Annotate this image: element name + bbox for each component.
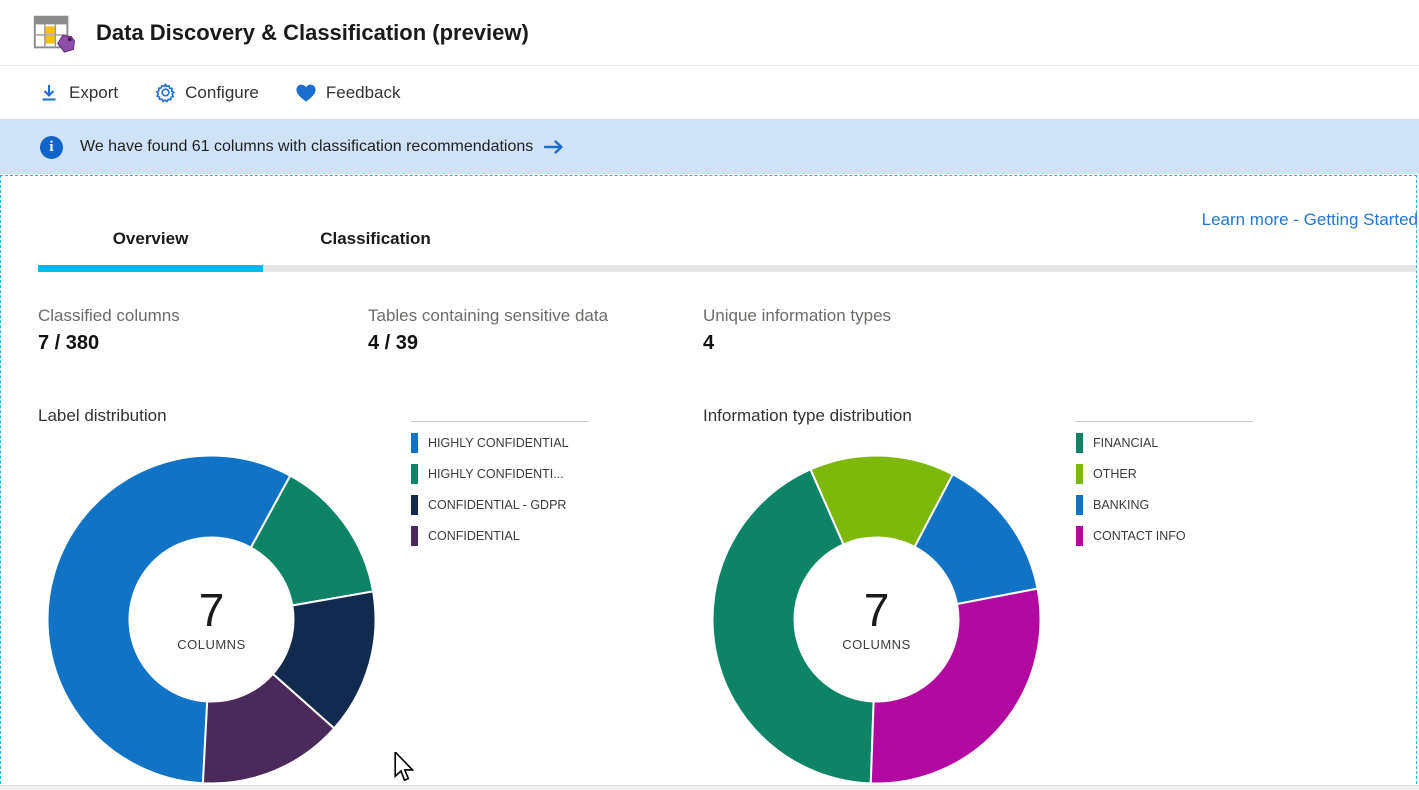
legend-item[interactable]: HIGHLY CONFIDENTI...	[411, 458, 588, 489]
legend-label: CONFIDENTIAL - GDPR	[428, 497, 567, 512]
stat-value: 4 / 39	[368, 332, 419, 354]
legend-color-chip	[411, 432, 418, 453]
command-bar: Export Configure Feedback	[0, 66, 1419, 120]
legend-item[interactable]: CONTACT INFO	[1076, 520, 1253, 551]
legend-label: CONFIDENTIAL	[428, 528, 520, 543]
page-title: Data Discovery & Classification (preview…	[96, 19, 529, 45]
legend-color-chip	[1076, 432, 1083, 453]
export-label: Export	[69, 82, 119, 102]
viewport-bottom-strip	[0, 785, 1419, 790]
legend-label: OTHER	[1093, 466, 1137, 481]
label-distribution-donut[interactable]: 7 COLUMNS	[39, 447, 384, 790]
info-type-distribution-donut[interactable]: 7 COLUMNS	[704, 447, 1049, 790]
donut-chart	[46, 454, 377, 785]
stat-label: Tables containing sensitive data	[368, 306, 609, 325]
active-tab-indicator	[38, 265, 263, 272]
donut-slice[interactable]	[201, 672, 336, 785]
legend-label: HIGHLY CONFIDENTIAL	[428, 435, 569, 450]
page-header: Data Discovery & Classification (preview…	[0, 0, 1419, 66]
legend-item[interactable]: OTHER	[1076, 458, 1253, 489]
info-type-distribution-title: Information type distribution	[703, 406, 912, 425]
legend-color-chip	[1076, 525, 1083, 546]
donut-slice[interactable]	[711, 468, 875, 785]
legend-color-chip	[411, 525, 418, 546]
donut-slice[interactable]	[46, 454, 292, 785]
export-button[interactable]: Export	[38, 82, 118, 104]
legend-label: BANKING	[1093, 497, 1150, 512]
legend-item[interactable]: CONFIDENTIAL	[411, 520, 588, 551]
feedback-label: Feedback	[325, 82, 401, 102]
stat-label: Unique information types	[703, 306, 892, 325]
recommendations-banner-text: We have found 61 columns with classifica…	[80, 138, 534, 155]
tab-overview[interactable]: Overview	[112, 229, 189, 248]
feedback-button[interactable]: Feedback	[295, 82, 401, 104]
configure-button[interactable]: Configure	[154, 82, 259, 104]
download-icon	[38, 82, 60, 104]
info-icon: i	[40, 135, 63, 159]
label-distribution-title: Label distribution	[38, 406, 167, 425]
label-distribution-legend: HIGHLY CONFIDENTIAL HIGHLY CONFIDENTI... C…	[411, 421, 588, 551]
donut-chart	[711, 454, 1042, 785]
learn-more-link[interactable]: Learn more - Getting Started	[1201, 210, 1418, 229]
legend-item[interactable]: BANKING	[1076, 489, 1253, 520]
stat-tables-sensitive: Tables containing sensitive data 4 / 39	[368, 306, 608, 355]
legend-color-chip	[1076, 494, 1083, 515]
legend-item[interactable]: FINANCIAL	[1076, 427, 1253, 458]
arrow-right-icon[interactable]	[543, 139, 565, 155]
legend-item[interactable]: CONFIDENTIAL - GDPR	[411, 489, 588, 520]
legend-color-chip	[411, 494, 418, 515]
stat-classified-columns: Classified columns 7 / 380	[38, 306, 180, 355]
legend-label: HIGHLY CONFIDENTI...	[428, 466, 564, 481]
stat-value: 4	[703, 332, 715, 354]
stat-unique-info-types: Unique information types 4	[703, 306, 891, 355]
overview-panel: Learn more - Getting Started Overview Cl…	[0, 175, 1418, 790]
recommendations-banner[interactable]: i We have found 61 columns with classifi…	[0, 120, 1419, 174]
legend-color-chip	[1076, 463, 1083, 484]
classification-app-icon	[33, 15, 76, 53]
legend-item[interactable]: HIGHLY CONFIDENTIAL	[411, 427, 588, 458]
stat-value: 7 / 380	[38, 332, 100, 354]
tab-classification[interactable]: Classification	[320, 229, 431, 248]
tab-divider	[263, 265, 1416, 272]
legend-color-chip	[411, 463, 418, 484]
heart-icon	[295, 82, 317, 104]
configure-label: Configure	[185, 82, 259, 102]
gear-icon	[154, 82, 176, 104]
legend-label: FINANCIAL	[1093, 435, 1159, 450]
info-type-distribution-legend: FINANCIAL OTHER BANKING CONTACT INFO	[1076, 421, 1253, 551]
stat-label: Classified columns	[38, 306, 180, 325]
donut-slice[interactable]	[869, 587, 1042, 785]
legend-label: CONTACT INFO	[1093, 528, 1186, 543]
